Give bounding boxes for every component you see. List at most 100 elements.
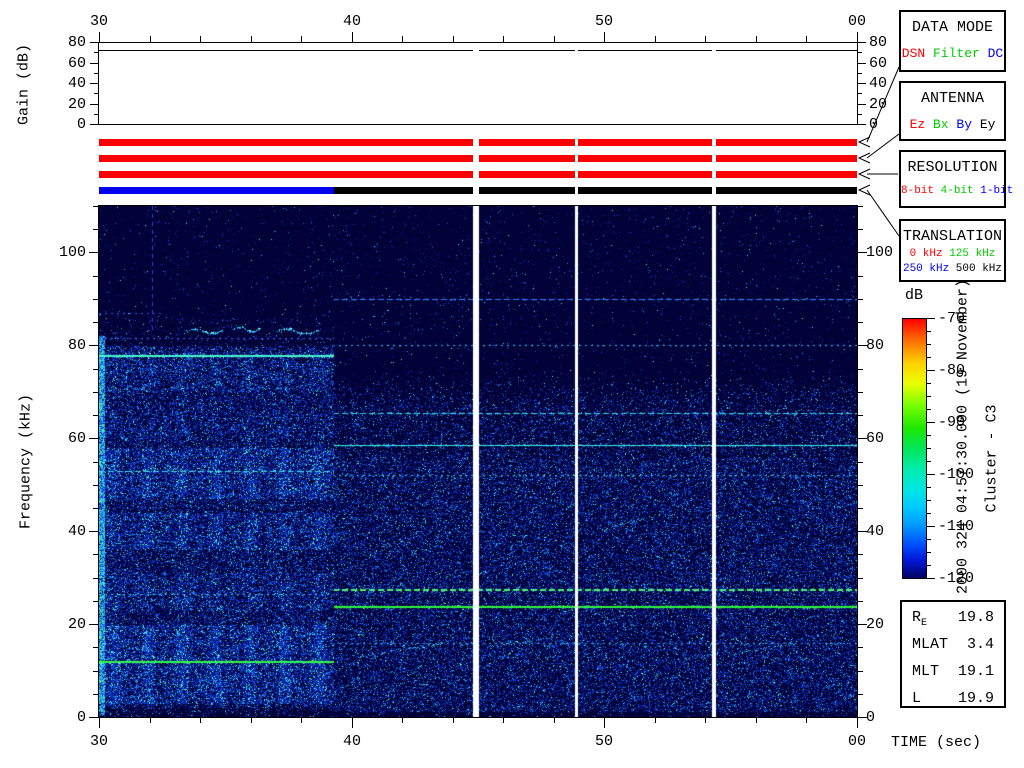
axis-tick: [858, 206, 863, 207]
axis-tick: [927, 526, 935, 527]
axis-tick-label: 50: [594, 733, 613, 750]
axis-tick: [90, 83, 98, 84]
legend-item: 0 kHz: [909, 248, 943, 260]
legend-item: By: [956, 117, 973, 132]
axis-tick: [200, 718, 201, 723]
colorbar: [902, 318, 927, 579]
resolution-bar: [716, 171, 857, 178]
axis-tick-label: -90: [938, 414, 966, 431]
data-mode-bar: [479, 139, 575, 146]
axis-tick-label: 40: [866, 523, 885, 540]
gain-trace: [99, 50, 473, 51]
axis-tick: [857, 718, 858, 728]
axis-tick: [93, 601, 98, 602]
data-mode-items: DSN Filter DC: [901, 46, 1004, 61]
axis-tick: [89, 531, 98, 532]
axis-tick: [93, 276, 98, 277]
resolution-title: RESOLUTION: [907, 159, 998, 176]
antenna-bar: [578, 155, 712, 162]
axis-tick: [858, 671, 863, 672]
legend-item: 4-bit: [940, 185, 974, 197]
antenna-items: Ez Bx By Ey: [901, 117, 1004, 132]
axis-tick: [150, 718, 151, 723]
axis-tick: [858, 229, 863, 230]
axis-tick-label: 80: [866, 337, 885, 354]
axis-tick: [94, 93, 98, 94]
axis-tick-label: 40: [869, 75, 888, 92]
legend-item: 1-bit: [980, 185, 1014, 197]
legend-item: 250 kHz: [902, 263, 950, 275]
resolution-bar: [578, 171, 712, 178]
spacecraft-annotation: Cluster - C3: [983, 404, 1001, 513]
axis-tick: [705, 36, 706, 42]
time-axis-title: TIME (sec): [891, 734, 982, 751]
legend-item: Filter: [932, 46, 980, 61]
axis-tick-label: 0: [76, 709, 86, 726]
axis-tick-label: 60: [866, 430, 885, 447]
translation-box: TRANSLATION 0 kHz 125 kHz 250 kHz 500 kH…: [899, 219, 1006, 282]
axis-tick-label: 40: [342, 733, 361, 750]
axis-tick: [200, 36, 201, 42]
axis-tick: [927, 396, 931, 397]
data-mode-bar: [716, 139, 857, 146]
data-mode-box: DATA MODE DSN Filter DC: [899, 10, 1006, 72]
axis-tick: [655, 36, 656, 42]
frequency-axis-title: Frequency (kHz): [17, 393, 35, 530]
translation-bar: [334, 187, 473, 194]
axis-tick: [927, 318, 935, 319]
axis-tick: [756, 36, 757, 42]
axis-tick-label: 20: [67, 96, 86, 113]
legend-item: 500 kHz: [955, 263, 1003, 275]
axis-tick: [858, 63, 866, 64]
axis-tick-label: 20: [866, 616, 885, 633]
axis-tick-label: 80: [869, 34, 888, 51]
resolution-box: RESOLUTION 8-bit 4-bit 1-bit: [899, 150, 1013, 208]
axis-tick: [857, 32, 858, 42]
axis-tick: [301, 36, 302, 42]
axis-tick: [352, 718, 353, 728]
axis-tick: [94, 114, 98, 115]
antenna-title: ANTENNA: [920, 90, 984, 107]
axis-tick: [806, 718, 807, 723]
axis-tick-label: -70: [938, 310, 966, 327]
axis-tick: [927, 461, 931, 462]
legend-item: Bx: [932, 117, 949, 132]
antenna-bar: [716, 155, 857, 162]
axis-tick: [858, 624, 867, 625]
axis-tick: [89, 438, 98, 439]
axis-tick-label: -120: [938, 570, 975, 587]
axis-tick: [858, 508, 863, 509]
axis-tick: [858, 717, 867, 718]
translation-bar: [479, 187, 575, 194]
axis-tick-label: 20: [869, 96, 888, 113]
axis-tick-label: 60: [67, 430, 86, 447]
axis-tick: [927, 409, 931, 410]
antenna-bar: [479, 155, 575, 162]
axis-tick: [705, 718, 706, 723]
legend-item: DC: [987, 46, 1004, 61]
axis-tick-label: 60: [67, 55, 86, 72]
axis-tick: [927, 474, 935, 475]
axis-tick: [93, 206, 98, 207]
axis-tick: [453, 36, 454, 42]
axis-tick: [90, 63, 98, 64]
axis-tick: [858, 485, 863, 486]
axis-tick: [503, 718, 504, 723]
axis-tick: [352, 32, 353, 42]
axis-tick-label: 40: [342, 13, 361, 30]
legend-item: Ey: [979, 117, 996, 132]
axis-tick-label: 50: [594, 13, 613, 30]
legend-item: DSN: [901, 46, 926, 61]
axis-tick: [927, 487, 931, 488]
axis-tick: [94, 52, 98, 53]
translation-row-1: 0 kHz 125 kHz: [901, 248, 1004, 260]
gain-axis-title: Gain (dB): [15, 44, 33, 126]
axis-tick: [858, 322, 863, 323]
data-mode-title: DATA MODE: [911, 19, 993, 36]
axis-tick: [927, 500, 931, 501]
axis-tick: [93, 647, 98, 648]
axis-tick: [858, 601, 863, 602]
axis-tick: [927, 448, 931, 449]
axis-tick-label: 60: [869, 55, 888, 72]
